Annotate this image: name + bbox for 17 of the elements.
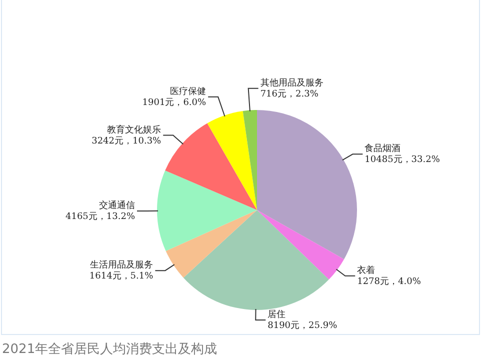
data-label: 4165元，13.2% [66,210,136,222]
data-label: 1901元，6.0% [142,96,207,108]
slice-label: 居住 [268,308,286,320]
slice-label: 交通通信 [99,200,136,211]
data-label: 1278元，4.0% [357,276,422,287]
slice-label: 教育文化娱乐 [107,124,162,136]
text: 2021年全省居民人均消费支出及构成 [2,341,218,358]
slice-label: 生活用品及服务 [90,260,154,271]
data-label: 1614元，5.1% [89,270,154,282]
data-label: 3242元，10.3% [92,135,162,146]
slice-label: 食品烟酒 [364,143,401,154]
data-label: 716元，2.3% [260,88,319,100]
slice-label: 衣着 [357,264,376,276]
slice-label: 医疗保健 [170,86,206,97]
data-label: 10485元，33.2% [364,154,440,166]
data-label: 8190元，25.9% [268,320,338,331]
slice-label: 其他用品及服务 [260,77,324,88]
